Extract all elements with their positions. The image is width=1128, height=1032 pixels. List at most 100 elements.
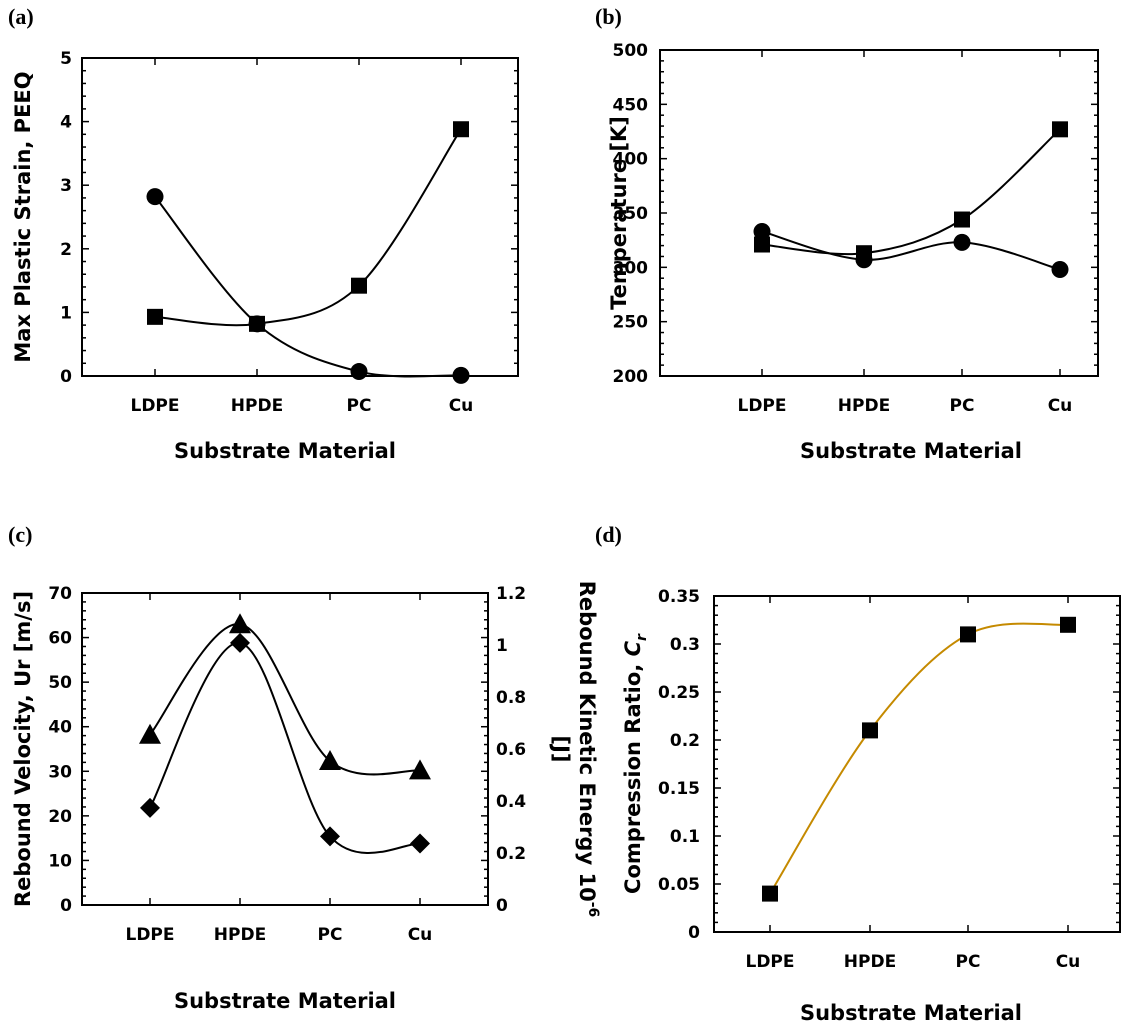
data-point-square (856, 245, 872, 262)
data-point-square (960, 626, 976, 643)
y-right-tick-label: 1 (496, 636, 508, 656)
data-point-diamond (140, 797, 160, 818)
y-right-axis-title: Rebound Kinetic Energy 10-6 [J] (549, 581, 601, 918)
y-right-tick-label: 1.2 (496, 584, 526, 604)
data-point-square (1060, 616, 1076, 633)
x-tick-label: Cu (1048, 396, 1073, 416)
y-tick-label: 2 (60, 240, 72, 260)
data-point-circle (350, 363, 368, 381)
y-tick-label: 20 (48, 807, 72, 827)
plot-frame (81, 57, 519, 377)
y-tick-label: 0.25 (658, 683, 700, 703)
y-tick-label: 0 (60, 367, 72, 387)
x-axis-title: Substrate Material (800, 439, 1022, 463)
x-tick-label: LDPE (130, 396, 179, 416)
y-tick-label: 40 (48, 718, 72, 738)
x-tick-label: HPDE (844, 952, 896, 972)
y-axis-title-main: Compression Ratio, (621, 656, 645, 894)
x-tick-label: PC (950, 396, 975, 416)
data-point-circle (953, 233, 971, 251)
y-right-tick-label: 0.6 (496, 740, 526, 760)
x-tick-label: HPDE (838, 396, 890, 416)
y-tick-label: 3 (60, 176, 72, 196)
data-point-square (862, 722, 878, 739)
data-point-square (1052, 121, 1068, 138)
series-line-diamond (149, 641, 421, 854)
data-point-square (147, 308, 163, 325)
x-axis-title: Substrate Material (174, 989, 396, 1013)
y-tick-label: 0.3 (670, 635, 700, 655)
y-right-title-main: Rebound Kinetic Energy 10 (575, 581, 599, 902)
x-axis-title: Substrate Material (174, 439, 396, 463)
y-tick-label: 300 (613, 258, 649, 278)
series-line-square (769, 622, 1069, 895)
y-tick-label: 60 (48, 629, 72, 649)
y-tick-label: 0.15 (658, 779, 700, 799)
y-tick-label: 1 (60, 303, 72, 323)
y-right-tick-label: 0.4 (496, 792, 526, 812)
data-point-triangle (409, 759, 431, 780)
x-axis-title: Substrate Material (800, 1001, 1022, 1025)
y-tick-label: 350 (613, 204, 649, 224)
data-point-diamond (410, 833, 430, 854)
y-tick-label: 30 (48, 762, 72, 782)
panel-label: (c) (8, 522, 32, 547)
x-tick-label: HPDE (214, 925, 266, 945)
y-tick-label: 400 (613, 150, 649, 170)
y-tick-label: 450 (613, 95, 649, 115)
data-point-diamond (230, 632, 250, 653)
y-right-tick-label: 0 (496, 896, 508, 916)
y-tick-label: 0.05 (658, 875, 700, 895)
x-tick-label: Cu (408, 925, 433, 945)
y-tick-label: 10 (48, 851, 72, 871)
series-line-circle (154, 196, 462, 378)
y-tick-label: 0.35 (658, 587, 700, 607)
y-axis-title: Rebound Velocity, Ur [m/s] (11, 591, 35, 907)
data-point-triangle (229, 613, 251, 634)
data-point-triangle (319, 750, 341, 771)
data-point-triangle (139, 723, 161, 744)
series-line-square (154, 128, 462, 327)
data-point-square (762, 885, 778, 902)
y-right-tick-label: 0.8 (496, 688, 526, 708)
data-point-diamond (320, 826, 340, 847)
y-right-title-unit: [J] (549, 735, 573, 762)
panel-label: (d) (595, 522, 622, 547)
y-tick-label: 0 (60, 896, 72, 916)
x-tick-label: PC (956, 952, 981, 972)
y-right-tick-label: 0.2 (496, 844, 526, 864)
series-line-triangle (149, 623, 421, 776)
y-tick-label: 5 (60, 49, 72, 69)
y-tick-label: 50 (48, 673, 72, 693)
y-axis-title: Temperature [K] (607, 116, 631, 310)
y-tick-label: 4 (60, 113, 72, 133)
y-axis-title: Max Plastic Strain, PEEQ (11, 71, 35, 362)
y-tick-label: 0.1 (670, 827, 700, 847)
data-point-square (351, 277, 367, 294)
series-line-circle (761, 230, 1061, 271)
x-tick-label: LDPE (125, 925, 174, 945)
data-point-circle (452, 366, 470, 384)
y-axis-title-subscript: r (634, 633, 650, 641)
y-right-title-exponent: -6 (585, 902, 601, 918)
y-tick-label: 0 (688, 923, 700, 943)
x-tick-label: LDPE (737, 396, 786, 416)
data-point-square (954, 211, 970, 228)
data-point-square (754, 236, 770, 253)
x-tick-label: HPDE (231, 396, 283, 416)
data-point-circle (146, 188, 164, 206)
y-tick-label: 250 (613, 313, 649, 333)
panel-label: (a) (8, 4, 34, 29)
plot-frame (713, 595, 1121, 933)
chart-panel-b: (b) 200 250 300 350 400 450 500 LDPE HPDE PC Cu Subs… (595, 4, 1099, 463)
data-point-circle (753, 222, 771, 240)
x-tick-label: PC (318, 925, 343, 945)
plot-frame (659, 49, 1099, 377)
data-point-circle (1051, 261, 1069, 279)
y-tick-label: 500 (613, 41, 649, 61)
x-tick-label: LDPE (745, 952, 794, 972)
data-point-square (249, 315, 265, 332)
plot-frame (81, 592, 489, 906)
